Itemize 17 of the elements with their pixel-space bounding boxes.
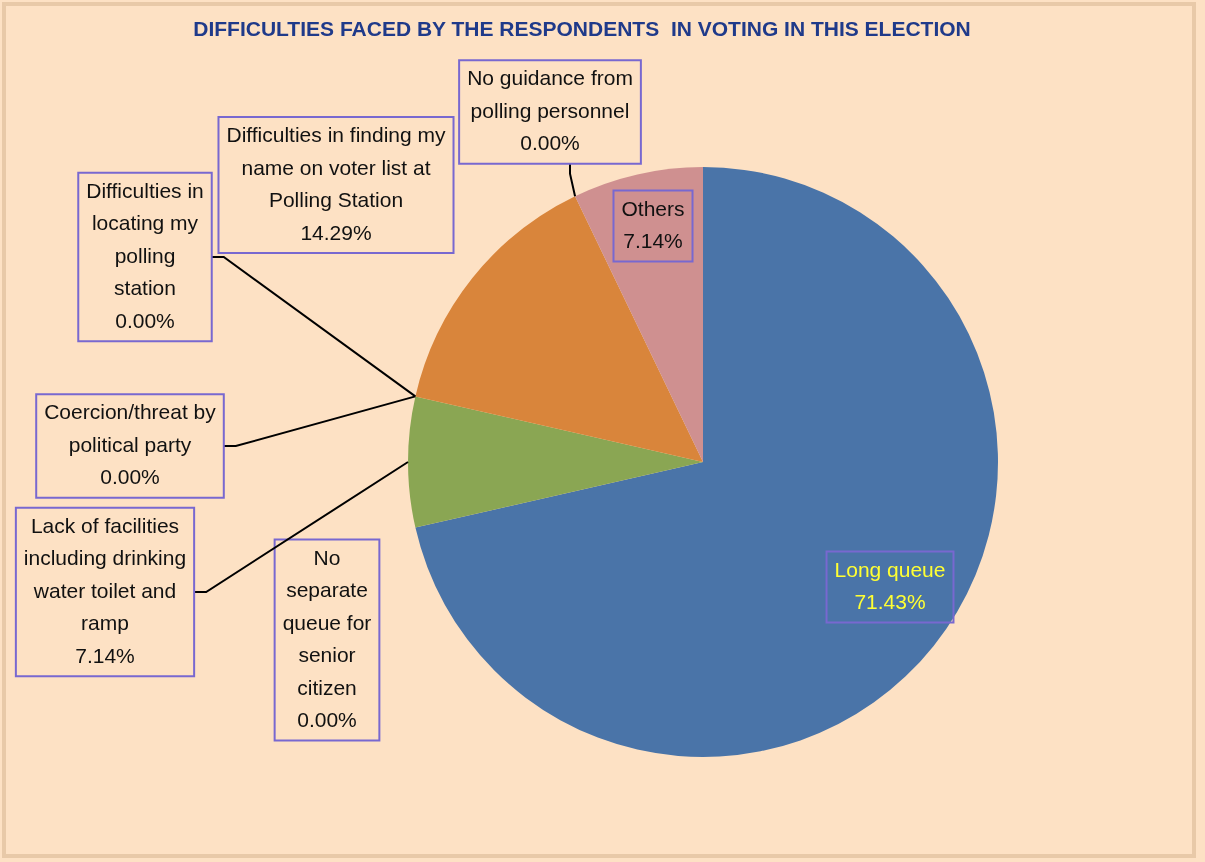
text: 0.00% <box>115 308 175 332</box>
text: 0.00% <box>297 708 357 732</box>
slice-label: Difficulties in finding my name on voter list at Polling Station <box>226 123 447 212</box>
data-label: 71.43% <box>854 590 926 614</box>
slice-label: Lack of facilities including drinking water toilet and ramp <box>23 513 187 635</box>
text: 0.00% <box>520 131 580 155</box>
data-label: 7.14% <box>75 643 135 667</box>
slice-label: Others <box>621 196 685 220</box>
category-label: No guidance from polling personnel <box>467 66 633 122</box>
slice-label: Long queue <box>834 557 946 581</box>
category-label: No separate queue for senior citizen <box>282 545 372 699</box>
category-label: Coercion/threat by political party <box>44 400 216 456</box>
data-label: 14.29% <box>300 220 372 244</box>
category-label: Difficulties in locating my polling station <box>86 178 204 300</box>
data-label: 7.14% <box>623 229 683 253</box>
chart-title: DIFFICULTIES FACED BY THE RESPONDENTS IN VOTING IN THIS ELECTION <box>193 16 971 40</box>
text: 0.00% <box>100 465 160 489</box>
